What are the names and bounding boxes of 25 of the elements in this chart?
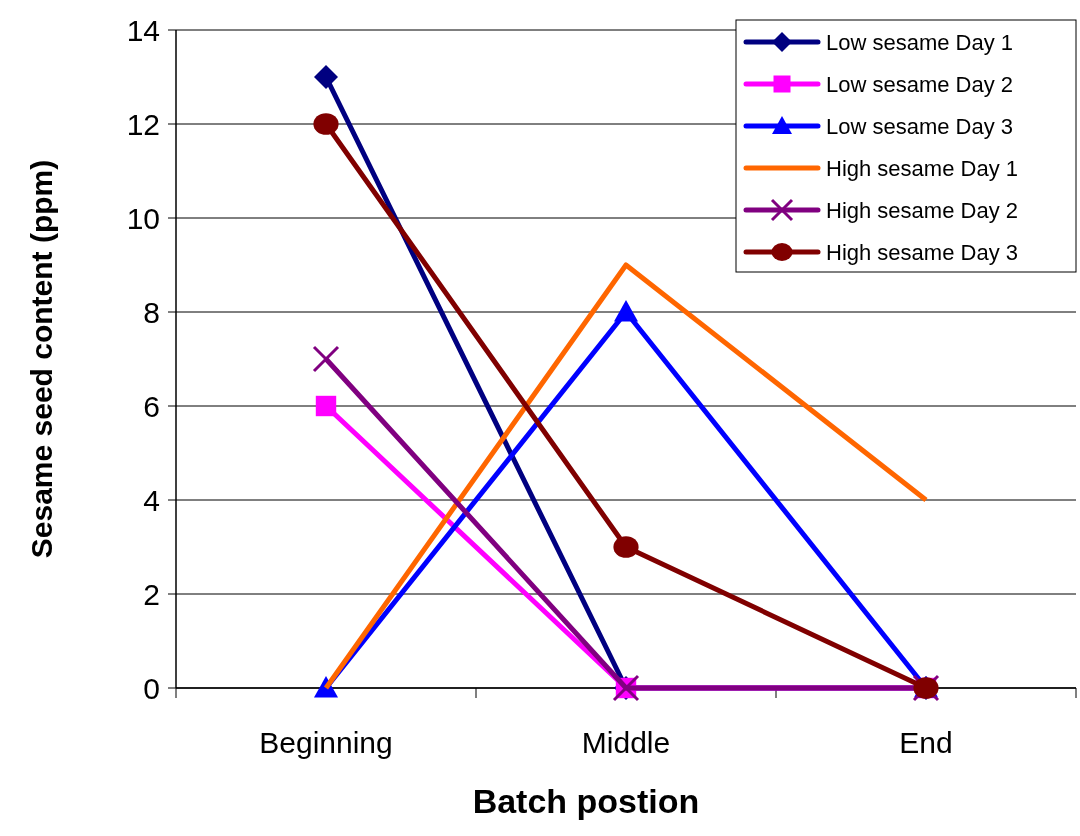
- x-axis-title: Batch postion: [472, 782, 700, 820]
- legend-label: High sesame Day 3: [826, 239, 1018, 265]
- point: [314, 65, 338, 89]
- legend-label: Low sesame Day 3: [826, 113, 1014, 139]
- point: [613, 536, 639, 558]
- legend-label: Low sesame Day 2: [826, 71, 1014, 97]
- legend-label: High sesame Day 2: [826, 197, 1018, 223]
- y-tick-label: 6: [143, 389, 160, 423]
- legend-label: Low sesame Day 1: [826, 29, 1014, 55]
- point: [313, 113, 339, 135]
- point: [315, 395, 337, 417]
- legend-label: High sesame Day 1: [826, 155, 1018, 181]
- point: [614, 300, 638, 322]
- y-tick-label: 4: [143, 483, 160, 517]
- y-tick-label: 8: [143, 295, 160, 329]
- x-tick-label: Beginning: [259, 726, 393, 759]
- point: [312, 345, 340, 373]
- y-tick-label: 2: [143, 577, 160, 611]
- y-tick-label: 14: [126, 13, 160, 47]
- y-tick-label: 10: [126, 201, 160, 235]
- y-tick-label: 0: [143, 671, 160, 705]
- x-tick-label: End: [899, 726, 953, 759]
- y-tick-label: 12: [126, 107, 160, 141]
- y-axis-title: Sesame seed content (ppm): [25, 159, 58, 559]
- x-tick-label: Middle: [581, 726, 671, 759]
